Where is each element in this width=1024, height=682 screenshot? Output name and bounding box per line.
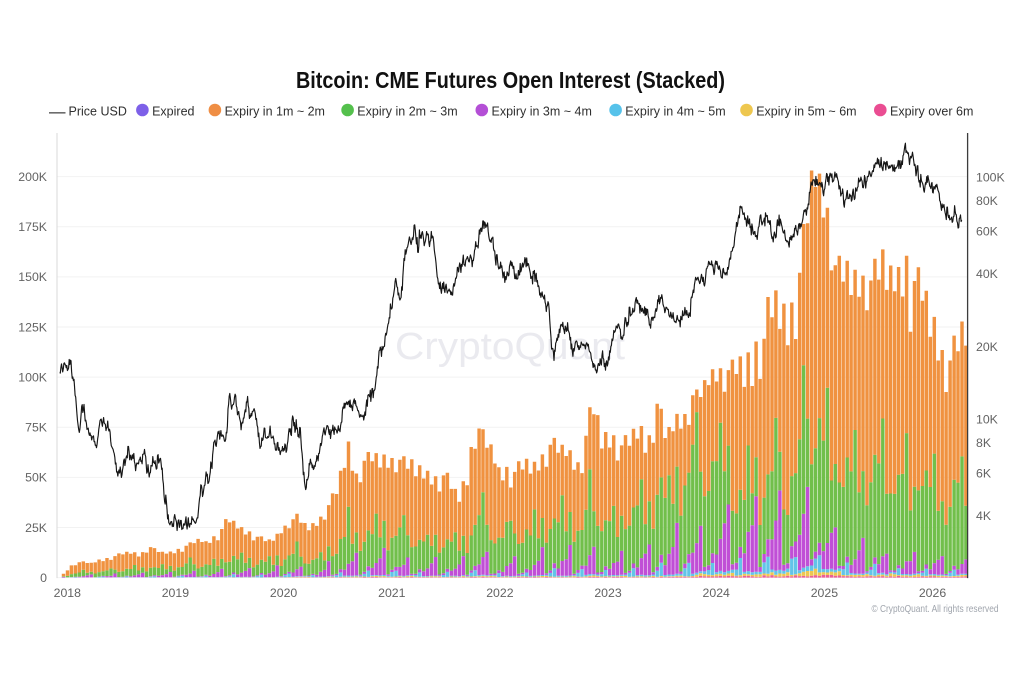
svg-text:Bitcoin: CME Futures Open Inte: Bitcoin: CME Futures Open Interest (Stac… bbox=[296, 67, 725, 93]
svg-text:75K: 75K bbox=[25, 421, 48, 435]
svg-text:100K: 100K bbox=[18, 370, 48, 384]
svg-text:Expiry in 5m ~ 6m: Expiry in 5m ~ 6m bbox=[756, 104, 856, 118]
svg-text:Price USD: Price USD bbox=[69, 104, 127, 118]
svg-text:10K: 10K bbox=[976, 413, 999, 427]
svg-text:Expired: Expired bbox=[152, 104, 194, 118]
svg-text:60K: 60K bbox=[976, 224, 999, 238]
svg-text:150K: 150K bbox=[18, 270, 48, 284]
svg-text:200K: 200K bbox=[18, 170, 48, 184]
svg-text:50K: 50K bbox=[25, 471, 48, 485]
svg-text:20K: 20K bbox=[976, 340, 999, 354]
svg-text:125K: 125K bbox=[18, 320, 48, 334]
svg-text:Expiry in 1m ~ 2m: Expiry in 1m ~ 2m bbox=[225, 104, 325, 118]
svg-text:Expiry in 3m ~ 4m: Expiry in 3m ~ 4m bbox=[492, 104, 592, 118]
svg-text:2018: 2018 bbox=[54, 586, 82, 600]
svg-text:0: 0 bbox=[40, 571, 47, 585]
svg-text:2025: 2025 bbox=[811, 586, 839, 600]
svg-text:CryptoQuant: CryptoQuant bbox=[395, 326, 625, 368]
svg-text:Expiry in 4m ~ 5m: Expiry in 4m ~ 5m bbox=[625, 104, 725, 118]
svg-text:2023: 2023 bbox=[594, 586, 622, 600]
svg-text:© CryptoQuant. All rights rese: © CryptoQuant. All rights reserved bbox=[872, 603, 999, 615]
svg-text:4K: 4K bbox=[976, 509, 992, 523]
svg-text:2022: 2022 bbox=[486, 586, 514, 600]
svg-text:80K: 80K bbox=[976, 194, 999, 208]
svg-text:25K: 25K bbox=[25, 521, 48, 535]
svg-text:40K: 40K bbox=[976, 267, 999, 281]
svg-text:175K: 175K bbox=[18, 220, 48, 234]
svg-text:6K: 6K bbox=[976, 466, 992, 480]
svg-text:Expiry over 6m: Expiry over 6m bbox=[890, 104, 973, 118]
svg-text:2024: 2024 bbox=[703, 586, 731, 600]
svg-text:2019: 2019 bbox=[162, 586, 190, 600]
svg-text:Expiry in 2m ~ 3m: Expiry in 2m ~ 3m bbox=[357, 104, 457, 118]
svg-text:100K: 100K bbox=[976, 171, 1006, 185]
svg-text:2026: 2026 bbox=[919, 586, 947, 600]
svg-text:2021: 2021 bbox=[378, 586, 406, 600]
svg-text:2020: 2020 bbox=[270, 586, 298, 600]
svg-text:8K: 8K bbox=[976, 436, 992, 450]
